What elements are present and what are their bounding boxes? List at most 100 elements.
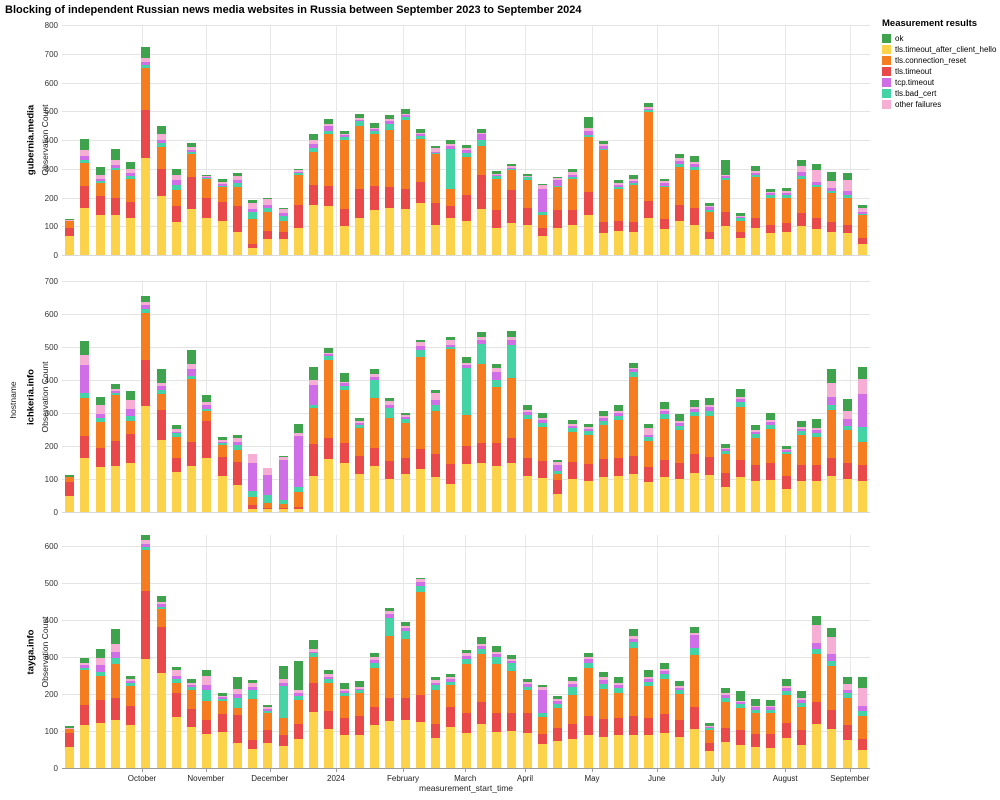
bar-segment-other failures — [187, 364, 197, 370]
legend-swatch — [882, 45, 891, 54]
bar-segment-other failures — [248, 682, 258, 687]
y-gridline — [62, 82, 870, 84]
bar-segment-tcp.timeout — [232, 442, 242, 446]
bar-segment-ok — [796, 160, 806, 167]
bar-segment-tls.timeout — [446, 206, 456, 218]
bar-segment-tls.timeout_after_client_hello — [690, 473, 700, 512]
bar-segment-tls.timeout_after_client_hello — [476, 462, 486, 512]
bar-segment-ok — [812, 419, 822, 428]
y-tick-label: 100 — [44, 727, 58, 736]
bar-segment-ok — [80, 341, 90, 356]
bar — [339, 131, 349, 255]
bar — [690, 399, 700, 512]
bar-segment-other failures — [217, 181, 227, 185]
bar-segment-other failures — [674, 420, 684, 423]
bar-segment-tls.timeout_after_client_hello — [80, 725, 90, 768]
bar-segment-tls.timeout_after_client_hello — [156, 196, 166, 255]
bar-segment-tcp.timeout — [126, 409, 136, 417]
bar-segment-other failures — [766, 419, 776, 422]
bar-segment-other failures — [171, 174, 181, 181]
bar-segment-tls.timeout — [400, 457, 410, 475]
bar-segment-tls.timeout — [248, 243, 258, 248]
bar — [781, 446, 791, 512]
bar-segment-tls.timeout_after_client_hello — [644, 218, 654, 255]
bar-segment-other failures — [842, 684, 852, 690]
bar-segment-tls.connection_reset — [537, 716, 547, 734]
bar-segment-tls.bad_cert — [415, 586, 425, 592]
bar-segment-tls.timeout_after_client_hello — [309, 204, 318, 255]
bar — [735, 213, 745, 255]
bar-segment-ok — [141, 295, 151, 303]
bar-segment-tcp.timeout — [507, 661, 517, 664]
bar-segment-tls.timeout_after_client_hello — [735, 237, 745, 255]
bar-segment-ok — [629, 174, 639, 179]
bar-segment-other failures — [126, 399, 136, 410]
bar — [522, 174, 532, 255]
bar-segment-ok — [65, 726, 75, 729]
bar-segment-tls.bad_cert — [522, 177, 532, 181]
bar — [80, 138, 90, 255]
bar-segment-tls.timeout — [141, 359, 151, 407]
bar-segment-ok — [415, 128, 425, 133]
bar-segment-tls.timeout_after_client_hello — [492, 465, 501, 512]
bar-segment-tls.timeout_after_client_hello — [583, 214, 593, 255]
bar — [522, 405, 532, 512]
bar-segment-tcp.timeout — [293, 436, 303, 488]
bar-segment-tcp.timeout — [278, 213, 288, 217]
bar — [217, 692, 227, 768]
bar-segment-tcp.timeout — [126, 681, 136, 683]
bar-segment-tls.connection_reset — [293, 492, 303, 508]
bar-segment-tls.timeout_after_client_hello — [400, 474, 410, 512]
bar-segment-other failures — [507, 658, 517, 662]
bar-segment-tls.timeout_after_client_hello — [126, 218, 136, 255]
bar-segment-ok — [110, 629, 120, 645]
legend-swatch — [882, 34, 891, 43]
bar-segment-tls.timeout — [842, 224, 852, 234]
bar-segment-tcp.timeout — [659, 671, 669, 675]
bar — [705, 202, 715, 255]
bar-segment-tls.bad_cert — [614, 688, 623, 693]
y-axis-title: Observation Count — [40, 361, 50, 432]
bar-segment-tls.connection_reset — [842, 429, 852, 463]
bar — [171, 168, 181, 255]
bar-segment-ok — [309, 640, 318, 649]
bar — [796, 421, 806, 512]
bar-segment-tcp.timeout — [476, 340, 486, 344]
bar-segment-other failures — [278, 209, 288, 214]
bar-segment-tls.connection_reset — [583, 137, 593, 192]
bar-segment-tls.bad_cert — [324, 356, 334, 361]
bar-segment-tls.timeout — [187, 708, 197, 727]
bar-segment-tcp.timeout — [278, 459, 288, 500]
bar — [583, 653, 593, 768]
bar-segment-ok — [614, 405, 623, 412]
bar-segment-tcp.timeout — [751, 707, 761, 710]
bar-segment-tls.connection_reset — [614, 692, 623, 718]
bar-segment-ok — [400, 621, 410, 626]
bar-segment-ok — [202, 670, 212, 676]
month-gridline — [849, 535, 851, 768]
legend-swatch — [882, 100, 891, 109]
bar-segment-other failures — [857, 379, 867, 394]
bar-segment-other failures — [492, 651, 501, 655]
bar — [141, 295, 151, 512]
bar-segment-tls.connection_reset — [507, 378, 517, 438]
bar — [95, 648, 105, 768]
bar-segment-tls.bad_cert — [171, 679, 181, 683]
bar-segment-tcp.timeout — [370, 376, 379, 381]
bar-segment-tls.timeout — [202, 719, 212, 734]
bar-segment-tls.bad_cert — [110, 167, 120, 171]
bar-segment-ok — [370, 653, 379, 658]
bar-segment-tcp.timeout — [614, 413, 623, 416]
bar-segment-tcp.timeout — [95, 178, 105, 181]
bar-segment-tls.timeout_after_client_hello — [141, 157, 151, 255]
bar — [492, 646, 501, 768]
legend-item: ok — [882, 34, 996, 43]
bar — [553, 460, 562, 512]
bar-segment-tcp.timeout — [812, 430, 822, 433]
bar-segment-tls.timeout — [126, 434, 136, 464]
bar — [278, 666, 288, 768]
bar-segment-tcp.timeout — [263, 474, 273, 495]
row-label-tayga.info: tayga.info — [25, 629, 37, 674]
bar-segment-tls.timeout_after_client_hello — [614, 735, 623, 768]
